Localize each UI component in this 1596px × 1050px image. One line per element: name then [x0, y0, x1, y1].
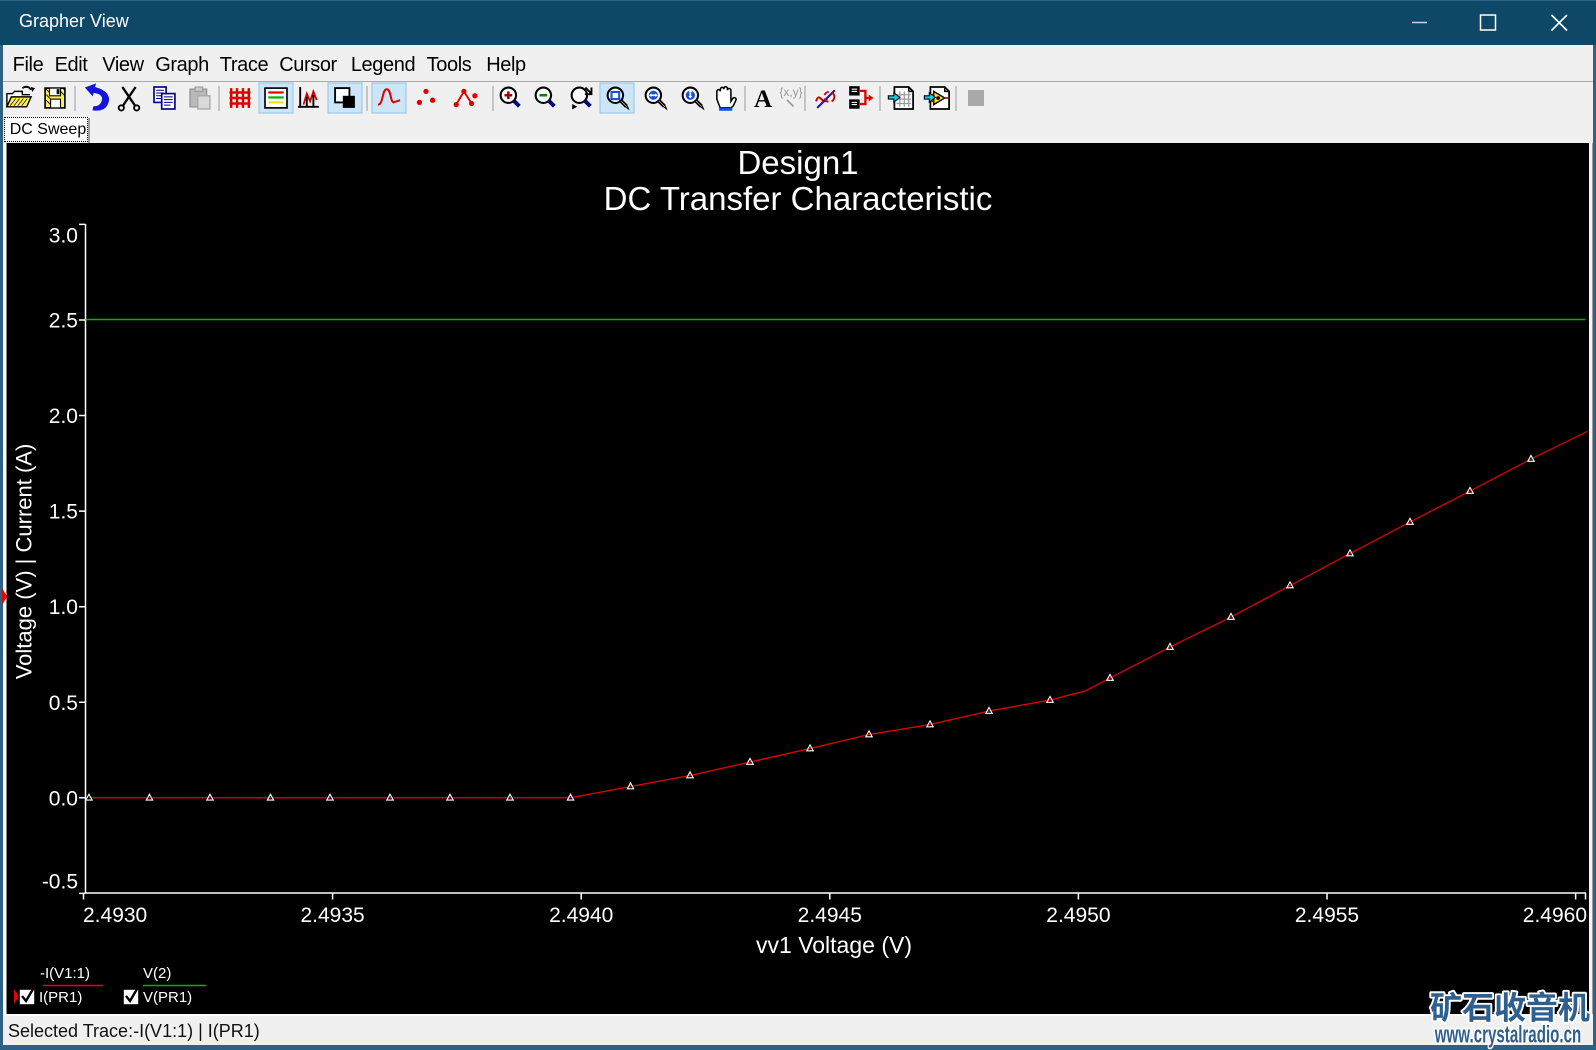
- svg-text:I(PR1): I(PR1): [39, 989, 82, 1006]
- svg-text:{x,y}: {x,y}: [779, 85, 802, 99]
- svg-text:A: A: [754, 86, 772, 113]
- svg-text:-I(V1:1): -I(V1:1): [40, 965, 90, 982]
- svg-text:2.0: 2.0: [49, 405, 78, 428]
- svg-text:Design1: Design1: [737, 144, 858, 181]
- svg-text:DC Transfer Characteristic: DC Transfer Characteristic: [604, 180, 993, 217]
- svg-text:2.4935: 2.4935: [300, 904, 364, 927]
- svg-text:Voltage (V) | Current (A): Voltage (V) | Current (A): [11, 444, 36, 680]
- svg-text:2.4940: 2.4940: [549, 904, 613, 927]
- svg-text:2.5: 2.5: [49, 310, 78, 333]
- svg-text:2.4945: 2.4945: [798, 904, 862, 927]
- svg-text:3.0: 3.0: [49, 225, 78, 248]
- svg-text:0.5: 0.5: [49, 692, 78, 715]
- svg-text:2.4955: 2.4955: [1295, 904, 1359, 927]
- svg-text:0.0: 0.0: [49, 787, 78, 810]
- svg-text:V(PR1): V(PR1): [143, 989, 192, 1006]
- svg-text:2.4960: 2.4960: [1523, 904, 1587, 927]
- svg-text:2.4930: 2.4930: [83, 904, 147, 927]
- svg-text:1.5: 1.5: [49, 501, 78, 524]
- svg-text:V(2): V(2): [143, 965, 171, 982]
- svg-text:www.crystalradio.cn: www.crystalradio.cn: [1434, 1022, 1581, 1048]
- svg-text:-0.5: -0.5: [42, 871, 78, 894]
- svg-text:2.4950: 2.4950: [1046, 904, 1110, 927]
- svg-text:1.0: 1.0: [49, 596, 78, 619]
- svg-text:vv1 Voltage (V): vv1 Voltage (V): [756, 932, 912, 958]
